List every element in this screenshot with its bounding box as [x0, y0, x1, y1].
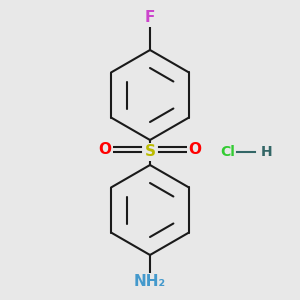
Text: F: F [145, 11, 155, 26]
Text: S: S [145, 145, 155, 160]
Text: H: H [261, 145, 273, 159]
Text: O: O [98, 142, 112, 157]
Text: NH₂: NH₂ [134, 274, 166, 290]
Text: Cl: Cl [220, 145, 235, 159]
Text: O: O [188, 142, 202, 157]
